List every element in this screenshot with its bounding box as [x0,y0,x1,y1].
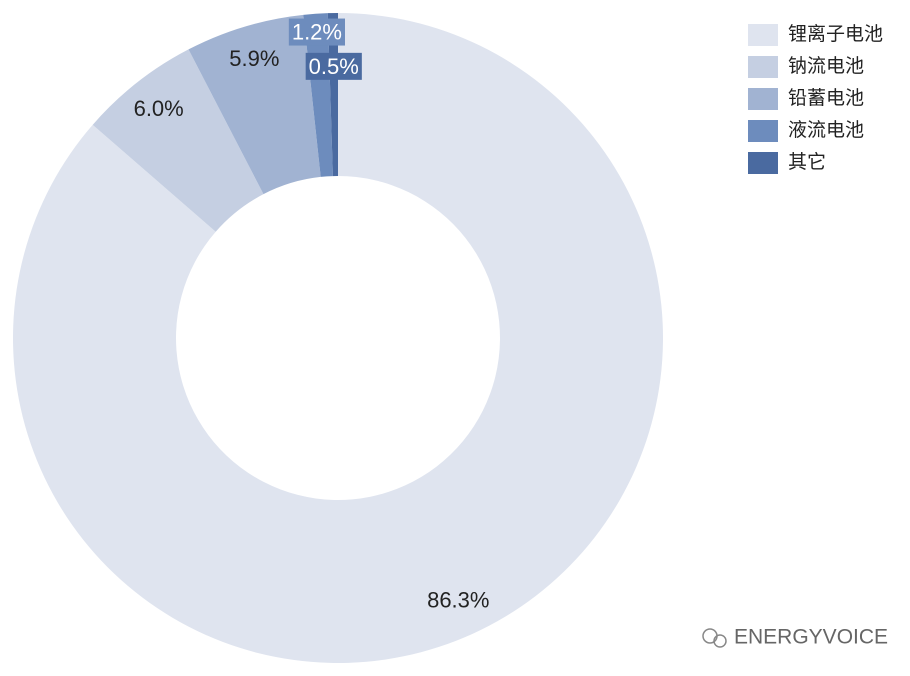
legend-label: 锂离子电池 [788,23,883,45]
slice [12,13,663,663]
donut [12,13,663,663]
label-box [305,52,362,80]
slice [92,49,264,232]
legend-label: 钠流电池 [788,55,864,77]
watermark: ENERGYVOICE [702,626,888,649]
legend-swatch [748,152,778,174]
slice [188,14,321,195]
legend-swatch [748,120,778,142]
legend-label: 铅蓄电池 [788,87,864,109]
legend-label: 液流电池 [788,119,864,141]
watermark-icon [713,634,727,648]
data-label: 5.9% [229,46,279,71]
watermark-icon [702,628,718,644]
legend-swatch [748,24,778,46]
legend-label: 其它 [788,151,826,173]
legend-swatch [748,56,778,78]
watermark-text: ENERGYVOICE [734,626,888,649]
label-box [288,18,345,46]
legend-swatch [748,88,778,110]
data-label: 0.5% [309,54,359,79]
data-label: 6.0% [134,96,184,121]
data-labels: 86.3% 6.0% 5.9% 1.2% 0.5% [134,18,489,613]
data-label: 86.3% [427,588,489,613]
data-label: 1.2% [292,20,342,45]
